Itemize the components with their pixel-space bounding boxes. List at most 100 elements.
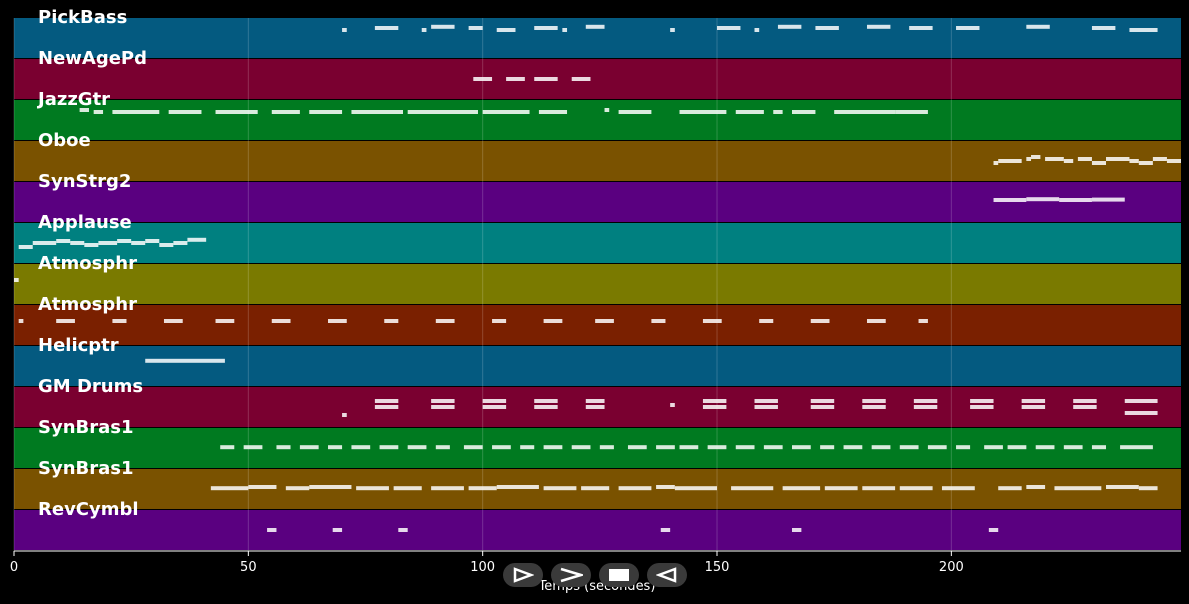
note-mark: [670, 28, 675, 32]
note-mark: [14, 278, 19, 282]
note-mark: [543, 486, 577, 491]
note-mark: [792, 528, 802, 532]
note-mark: [1106, 157, 1130, 161]
note-mark: [473, 77, 493, 81]
note-mark: [1045, 157, 1064, 161]
note-mark: [56, 239, 71, 243]
note-mark: [407, 445, 427, 450]
note-mark: [328, 319, 347, 323]
note-mark: [993, 161, 999, 165]
note-mark: [492, 445, 511, 450]
note-mark: [534, 26, 558, 30]
note-mark: [1091, 26, 1116, 30]
note-mark: [131, 241, 146, 245]
note-mark: [168, 110, 202, 114]
note-mark: [220, 445, 235, 450]
track-label: JazzGtr: [38, 89, 111, 110]
note-mark: [599, 445, 614, 450]
track-band: [14, 346, 1181, 386]
note-mark: [970, 399, 994, 403]
note-mark: [1124, 399, 1158, 403]
x-tick-label: 0: [9, 560, 19, 575]
track-band: [14, 428, 1181, 468]
note-mark: [299, 445, 319, 450]
note-mark: [777, 24, 802, 29]
note-mark: [543, 445, 563, 450]
track-band: [14, 59, 1181, 99]
note-mark: [1138, 161, 1153, 165]
note-mark: [98, 241, 118, 245]
note-mark: [679, 110, 727, 114]
note-mark: [145, 358, 225, 363]
note-mark: [735, 110, 764, 114]
note-mark: [585, 405, 605, 409]
note-mark: [468, 26, 483, 30]
note-mark: [895, 110, 928, 114]
stop-button[interactable]: [599, 563, 639, 587]
note-mark: [674, 486, 718, 491]
track-label: Applause: [38, 212, 132, 233]
note-mark: [571, 77, 591, 81]
note-mark: [1152, 157, 1167, 161]
note-mark: [970, 405, 994, 409]
track-band: [14, 305, 1181, 345]
note-mark: [618, 110, 652, 114]
note-mark: [824, 486, 858, 491]
note-mark: [112, 110, 160, 114]
note-mark: [356, 486, 389, 491]
note-mark: [187, 237, 207, 242]
note-mark: [374, 26, 399, 30]
track-label: Oboe: [38, 130, 91, 151]
note-mark: [70, 241, 85, 245]
note-mark: [866, 24, 891, 29]
note-mark: [670, 403, 675, 407]
note-mark: [1059, 198, 1092, 202]
note-mark: [618, 486, 652, 491]
note-mark: [627, 445, 647, 450]
note-mark: [988, 528, 999, 532]
note-mark: [1138, 486, 1158, 491]
note-mark: [1120, 445, 1153, 450]
note-mark: [585, 24, 605, 29]
note-mark: [956, 445, 971, 450]
track-label: SynStrg2: [38, 171, 132, 192]
note-mark: [112, 319, 127, 323]
note-mark: [145, 239, 160, 243]
note-mark: [379, 445, 399, 450]
track-band: [14, 141, 1181, 181]
note-mark: [810, 399, 835, 403]
note-mark: [482, 405, 507, 409]
note-mark: [267, 528, 277, 532]
x-tick-label: 50: [240, 560, 257, 575]
note-mark: [763, 445, 783, 450]
note-mark: [810, 319, 830, 323]
track-label: PickBass: [38, 7, 128, 28]
note-mark: [1054, 486, 1102, 491]
note-mark: [482, 399, 507, 403]
note-mark: [398, 528, 408, 532]
note-mark: [1026, 197, 1060, 202]
note-mark: [18, 245, 33, 249]
note-mark: [1026, 485, 1046, 489]
note-mark: [862, 405, 886, 409]
note-mark: [276, 445, 291, 450]
play-button[interactable]: [503, 563, 543, 587]
note-mark: [1091, 197, 1125, 202]
note-mark: [1035, 445, 1055, 450]
note-mark: [1031, 155, 1041, 159]
note-mark: [707, 445, 727, 450]
note-mark: [585, 399, 605, 403]
note-mark: [248, 485, 277, 489]
note-mark: [1124, 411, 1158, 415]
note-mark: [956, 26, 980, 30]
note-mark: [538, 110, 568, 114]
note-mark: [468, 486, 497, 491]
note-mark: [834, 110, 896, 114]
forward-button[interactable]: [551, 563, 591, 587]
note-mark: [993, 198, 1027, 202]
note-mark: [534, 77, 558, 81]
note-mark: [913, 405, 938, 409]
back-button[interactable]: [647, 563, 687, 587]
note-mark: [32, 241, 57, 245]
note-mark: [520, 445, 535, 450]
